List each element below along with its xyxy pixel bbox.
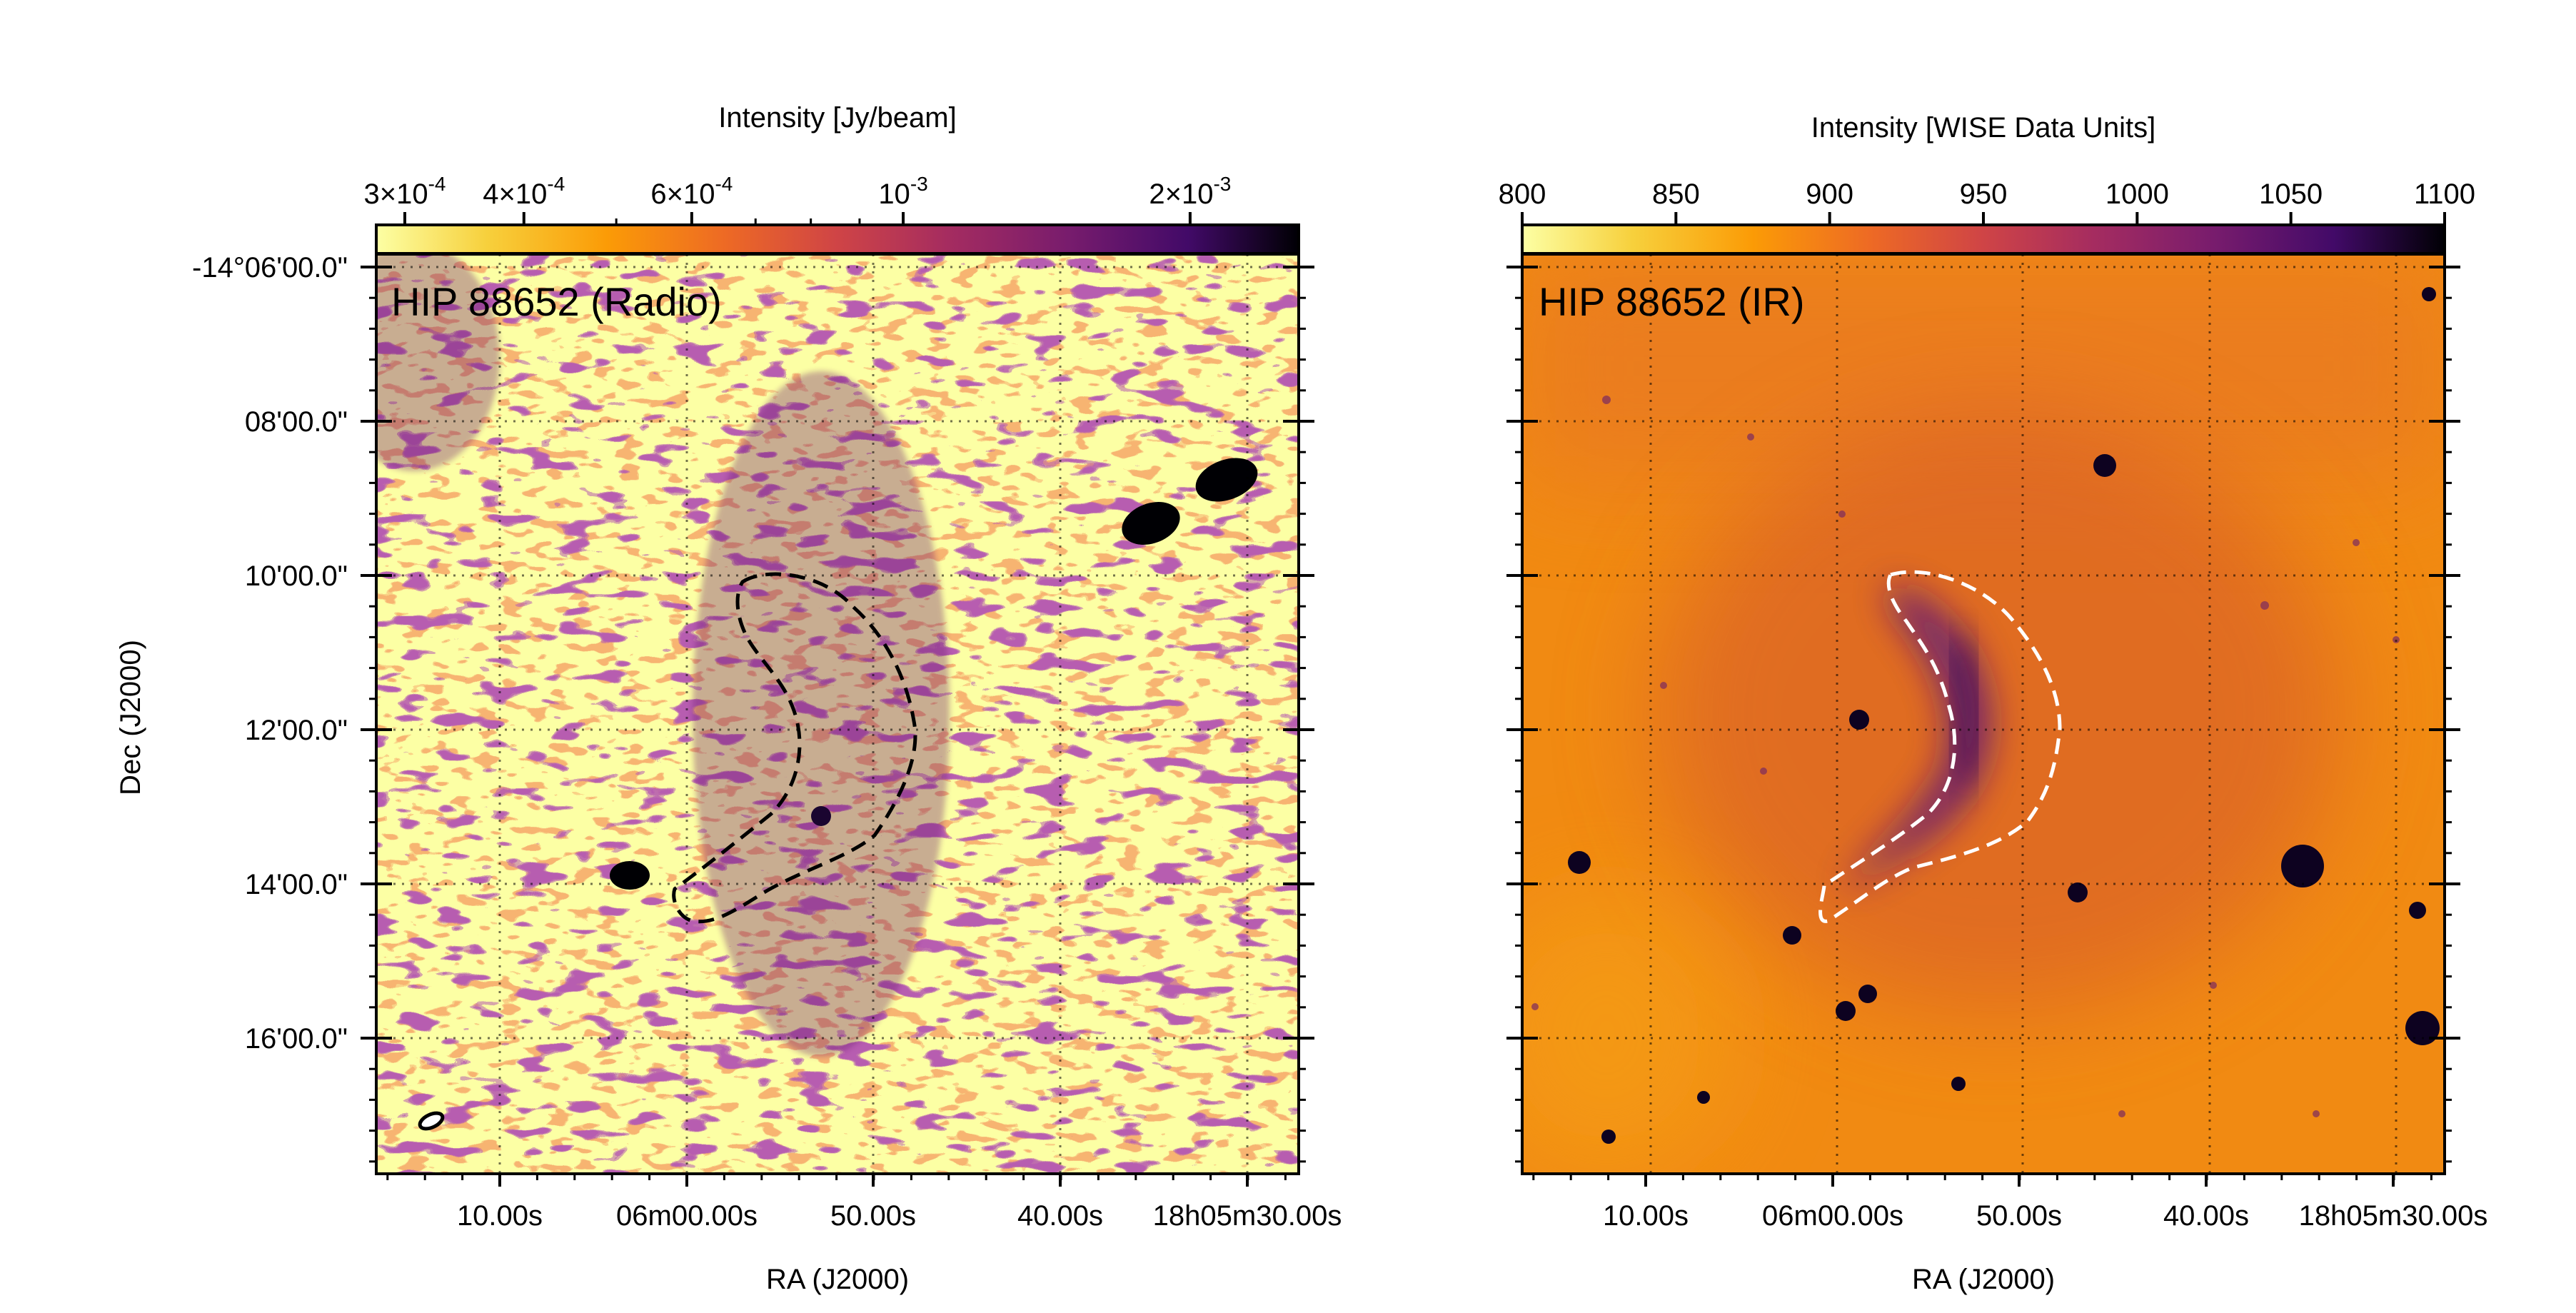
radio-y-axis-label: Dec (J2000): [115, 640, 146, 795]
radio-x-axis-label: RA (J2000): [766, 1264, 909, 1295]
colorbar-tick-label: 4×10-4: [483, 173, 565, 210]
colorbar-tick-label: 1100: [2414, 178, 2475, 210]
radio-axis-ticks: 10.00s 06m00.00s 50.00s 40.00s 18h05m30.00s -…: [192, 241, 1342, 1232]
y-tick-label: 14'00.0": [245, 869, 348, 900]
radio-shell-contour: [672, 572, 917, 924]
ir-panel: 10.00s 06m00.00s 50.00s 40.00s 18h05m30.00s …: [1499, 112, 2488, 1295]
x-tick-label: 10.00s: [457, 1200, 543, 1232]
x-tick-label: 06m00.00s: [616, 1200, 758, 1232]
radio-image: [376, 254, 1299, 1174]
colorbar-tick-label: 800: [1499, 178, 1546, 210]
ir-x-axis-label: RA (J2000): [1912, 1264, 2055, 1295]
x-tick-label: 40.00s: [1017, 1200, 1103, 1232]
ir-image: [1522, 254, 2445, 1174]
y-tick-label: 12'00.0": [245, 715, 348, 746]
colorbar-tick-label: 10-3: [878, 173, 927, 210]
x-tick-label: 50.00s: [1976, 1200, 2062, 1232]
colorbar-tick-label: 1000: [2105, 178, 2169, 210]
colorbar-tick-label: 6×10-4: [650, 173, 733, 210]
colorbar-tick-label: 950: [1960, 178, 2008, 210]
ir-colorbar-label: Intensity [WISE Data Units]: [1811, 112, 2155, 144]
colorbar-tick-label: 2×10-3: [1149, 173, 1231, 210]
x-tick-label: 10.00s: [1603, 1200, 1689, 1232]
colorbar-tick-label: 1050: [2259, 178, 2323, 210]
colorbar-tick-label: 850: [1652, 178, 1700, 210]
beam-ellipse: [418, 1111, 445, 1131]
radio-panel-title: HIP 88652 (Radio): [391, 279, 722, 324]
radio-colorbar-label: Intensity [Jy/beam]: [718, 102, 956, 134]
radio-panel: 10.00s 06m00.00s 50.00s 40.00s 18h05m30.00s -…: [115, 102, 1342, 1295]
y-tick-label: 16'00.0": [245, 1023, 348, 1055]
radio-colorbar: [375, 223, 1300, 255]
x-tick-label: 50.00s: [830, 1200, 916, 1232]
ir-shell-contour: [1818, 570, 2062, 923]
x-tick-label: 06m00.00s: [1762, 1200, 1903, 1232]
ir-panel-title: HIP 88652 (IR): [1539, 279, 1804, 324]
x-tick-label: 40.00s: [2163, 1200, 2249, 1232]
x-tick-label: 18h05m30.00s: [1153, 1200, 1342, 1232]
y-tick-label: 08'00.0": [245, 406, 348, 438]
colorbar-tick-label: 900: [1806, 178, 1853, 210]
y-tick-label: 10'00.0": [245, 560, 348, 592]
x-tick-label: 18h05m30.00s: [2299, 1200, 2488, 1232]
colorbar-tick-label: 3×10-4: [363, 173, 446, 210]
ir-colorbar: [1521, 223, 2446, 255]
radio-colorbar-ticks: 3×10-4 4×10-4 6×10-4 10-3 2×10-3: [363, 173, 1231, 225]
ir-colorbar-ticks: 800 850 900 950 1000 1050 1100: [1499, 178, 2475, 225]
y-tick-label: -14°06'00.0": [192, 252, 348, 283]
